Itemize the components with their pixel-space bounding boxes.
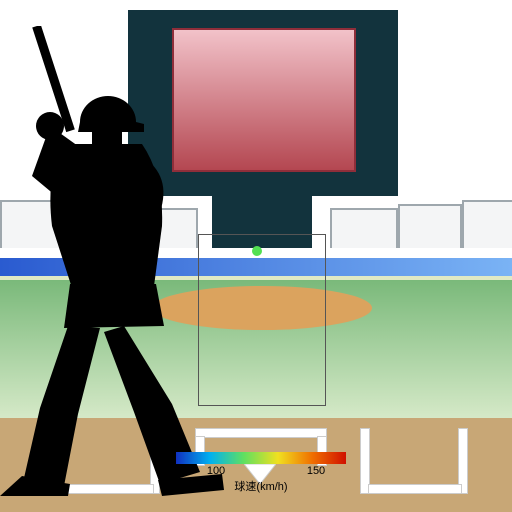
colorbar-label: 球速(km/h) [234,478,287,494]
stand-panel [398,204,462,252]
colorbar-tick: 100 [207,465,225,477]
chalk-line [368,484,462,494]
speed-colorbar [176,452,346,464]
stand-panel [462,200,512,250]
colorbar-tick: 150 [307,465,325,477]
batter-silhouette [0,26,262,496]
